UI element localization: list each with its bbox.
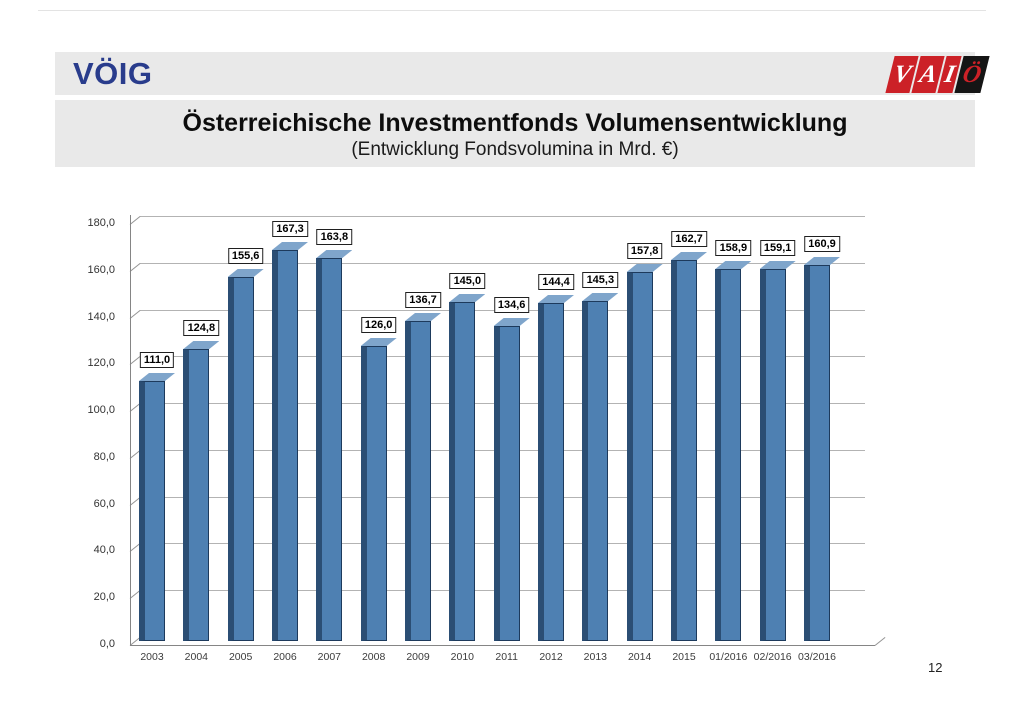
vaio-logo-letter: Ö [960, 61, 984, 88]
bar-value-label: 163,8 [316, 229, 353, 245]
bar-top-face [227, 269, 264, 277]
bar-value-label: 162,7 [671, 231, 707, 247]
x-axis-label: 2009 [406, 651, 430, 663]
vaio-logo-letter: I [941, 61, 958, 88]
y-axis-label: 0,0 [99, 638, 115, 650]
bar-top-face [449, 294, 486, 302]
slide-title: Österreichische Investmentfonds Volumens… [182, 109, 848, 137]
bar-front-face [360, 346, 387, 641]
y-axis-label: 140,0 [87, 310, 115, 323]
bar-value-label: 144,4 [538, 274, 574, 290]
y-axis-label: 80,0 [93, 450, 115, 463]
x-axis-label: 2003 [140, 651, 164, 663]
h-gridline [140, 262, 865, 264]
bar-top-face [316, 250, 353, 258]
bar-front-face [227, 277, 254, 641]
x-axis-label: 2014 [627, 651, 652, 663]
bar-front-face [582, 301, 609, 641]
bar-front-face [405, 321, 431, 641]
bar-front-face [183, 349, 210, 641]
y-axis-line [130, 215, 131, 645]
bar-value-label: 159,1 [759, 240, 796, 256]
slide-subtitle: (Entwicklung Fondsvolumina in Mrd. €) [351, 139, 679, 160]
bar-top-face [183, 341, 220, 349]
x-axis-label: 2011 [495, 651, 518, 663]
bar-top-face [139, 373, 175, 381]
bar-top-face [759, 261, 796, 269]
bar-top-face [671, 252, 707, 260]
bar-chart: 0,0 20,0 40,0 60,0 80,0 100,0 120,0 140,0 160,0 1… [85, 195, 1015, 695]
x-axis-label: 2012 [539, 651, 563, 663]
bar-top-face [715, 261, 752, 269]
y-axis-label: 160,0 [87, 263, 115, 276]
bar-front-face [449, 302, 476, 641]
bar-value-label: 111,0 [139, 352, 175, 368]
bar-front-face [804, 265, 830, 641]
bar-front-face [139, 381, 165, 641]
y-axis-label: 60,0 [93, 497, 115, 510]
bar-value-label: 157,8 [626, 243, 663, 259]
x-axis-label: 2015 [672, 651, 696, 663]
x-axis-label: 03/2016 [798, 651, 836, 663]
bar-top-face [405, 313, 441, 321]
x-axis-label: 2007 [317, 651, 341, 663]
x-axis-label: 2013 [583, 651, 607, 663]
bar-value-label: 167,3 [272, 221, 308, 237]
bar-front-face [538, 303, 564, 641]
bar-value-label: 158,9 [715, 240, 752, 256]
bar-top-face [626, 264, 663, 272]
bar-front-face [626, 272, 653, 641]
bar-value-label: 155,6 [227, 248, 264, 264]
bar-value-label: 126,0 [360, 317, 397, 333]
bar-top-face [582, 293, 619, 301]
bar-top-face [493, 318, 530, 326]
x-axis-line [130, 645, 875, 646]
y-axis-label: 180,0 [87, 217, 115, 229]
bar-top-face [538, 295, 574, 303]
x-axis-label: 2005 [228, 651, 253, 663]
bar-top-face [272, 242, 308, 250]
plot-area: 0,0 20,0 40,0 60,0 80,0 100,0 120,0 140,0 160,0 1… [85, 195, 1015, 695]
bar-front-face [493, 326, 520, 641]
bar-front-face [316, 258, 343, 641]
y-axis-label: 20,0 [93, 591, 115, 604]
bar-front-face [272, 250, 298, 641]
vaio-logo-letter: A [916, 61, 940, 88]
voig-logo: VÖIG [73, 56, 153, 91]
bar-value-label: 145,0 [449, 273, 486, 289]
y-axis-tick-diagonal [129, 215, 141, 225]
title-banner: Österreichische Investmentfonds Volumens… [55, 100, 975, 167]
y-axis-tick-diagonal [129, 262, 141, 272]
x-axis-label: 2010 [450, 651, 474, 663]
bar-top-face [804, 257, 840, 265]
x-axis-label: 01/2016 [709, 651, 748, 663]
bar-top-face [360, 338, 397, 346]
y-axis-label: 100,0 [87, 404, 115, 417]
bar-value-label: 124,8 [183, 320, 220, 336]
page-number: 12 [928, 660, 943, 675]
h-gridline [140, 216, 865, 217]
bar-value-label: 160,9 [804, 236, 840, 252]
x-axis-label: 2004 [184, 651, 208, 663]
x-axis-label: 02/2016 [753, 651, 792, 663]
bar-front-face [715, 269, 742, 641]
x-axis-label: 2006 [273, 651, 297, 663]
bar-front-face [671, 260, 697, 641]
bar-value-label: 145,3 [582, 272, 619, 288]
bar-value-label: 136,7 [405, 292, 441, 308]
top-divider-line [38, 10, 986, 11]
vaio-logo-letter: V [890, 61, 914, 88]
x-axis-label: 2008 [361, 651, 386, 663]
y-axis-tick-diagonal [129, 309, 141, 319]
bar-value-label: 134,6 [493, 297, 530, 313]
x-axis-right-diagonal [874, 636, 886, 646]
y-axis-label: 120,0 [87, 357, 115, 370]
y-axis-label: 40,0 [93, 544, 115, 557]
bar-front-face [759, 269, 786, 641]
y-axis-tick-diagonal [129, 356, 141, 366]
